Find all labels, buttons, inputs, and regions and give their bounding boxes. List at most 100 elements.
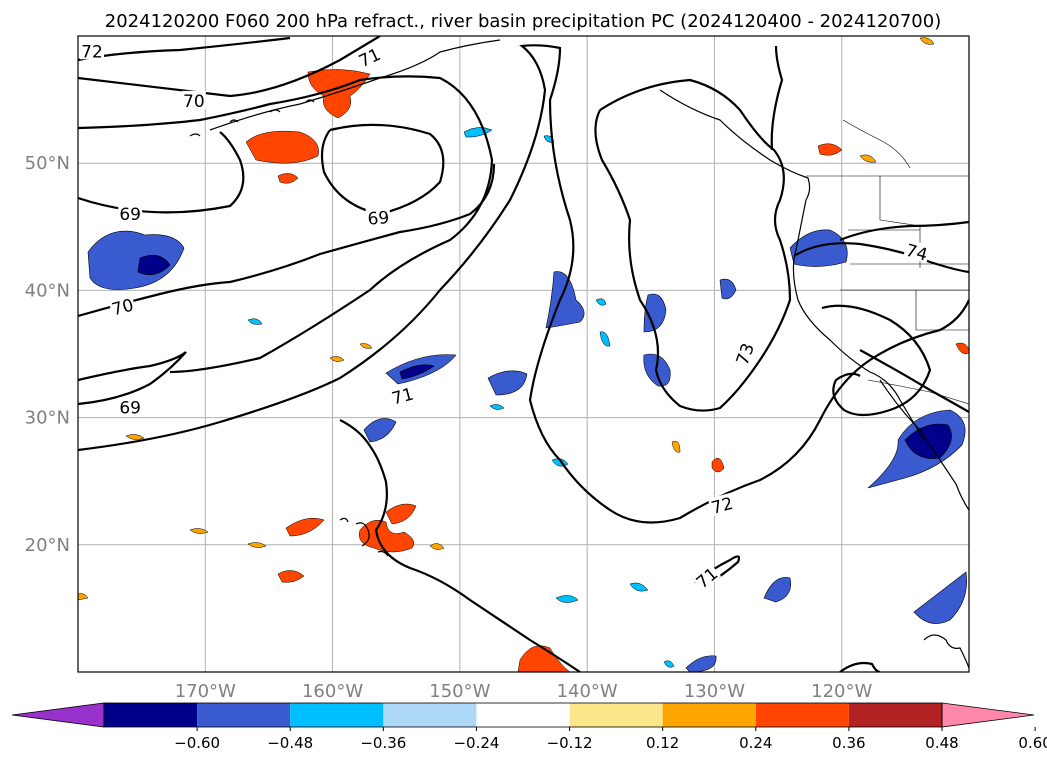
contour-label: 72 <box>81 42 103 62</box>
weak-pos-4 <box>247 542 267 548</box>
weak-positive-areas <box>78 37 935 601</box>
contour-label-background <box>365 206 392 227</box>
colorbar-segment <box>104 703 198 727</box>
colorbar-segment <box>197 703 291 727</box>
contour-70-southeast <box>839 661 881 672</box>
colorbar-extend-low <box>11 702 105 728</box>
neg-area-10n <box>685 655 717 672</box>
weak-pos-7 <box>919 37 935 45</box>
contour-71-north <box>78 36 381 98</box>
land-borders <box>806 119 969 405</box>
us-mexico-border <box>867 379 969 405</box>
lat-tick-label: 20°N <box>25 535 70 556</box>
graticule <box>78 36 969 672</box>
neg-area-42n <box>789 229 848 267</box>
weak-pos-6 <box>859 154 877 163</box>
weak-neg-5 <box>555 595 579 603</box>
contour-72-northeast <box>770 45 784 151</box>
weak-pos-10 <box>78 593 89 601</box>
colorbar-segment <box>290 703 384 727</box>
lat-tick-label: 50°N <box>25 153 70 174</box>
contour-72-east <box>839 220 969 242</box>
pos-area-34n <box>955 342 969 354</box>
refractivity-contours <box>78 36 969 672</box>
contour-71-south <box>78 44 969 524</box>
map-title: 2024120200 F060 200 hPa refract., river … <box>105 11 941 32</box>
weak-pos-3 <box>329 356 345 362</box>
contour-71-tail <box>339 419 581 672</box>
colorbar-tick-label: −0.12 <box>547 734 593 752</box>
contour-label-background <box>731 339 757 369</box>
neg-area-14n <box>913 571 967 624</box>
neg-area-west-40n <box>87 230 185 290</box>
contour-label-background <box>388 383 417 407</box>
lat-tick-label: 40°N <box>25 280 70 301</box>
colorbar-extend-high <box>941 702 1035 728</box>
lon-tick-label: 140°W <box>557 681 618 702</box>
weak-neg-8 <box>247 318 263 325</box>
colorbar-tick-label: −0.60 <box>174 734 220 752</box>
contour-label: 69 <box>367 208 390 230</box>
pos-area-51n <box>245 130 319 164</box>
lon-tick-label: 150°W <box>429 681 490 702</box>
lon-tick-label: 170°W <box>175 681 236 702</box>
contour-label-background <box>108 294 137 318</box>
weak-neg-10 <box>663 660 675 668</box>
weak-neg-3 <box>595 298 607 306</box>
contour-label: 69 <box>119 398 141 418</box>
contour-label-background <box>118 204 143 223</box>
contour-label: 69 <box>119 205 141 225</box>
contour-72-south <box>821 304 932 417</box>
colorbar-tick-label: 0.60 <box>1018 734 1047 752</box>
lon-tick-label: 120°W <box>811 681 872 702</box>
weak-negative-areas <box>247 127 675 668</box>
colorbar-segment <box>662 703 756 727</box>
weak-pos-9 <box>359 343 373 349</box>
map-background <box>78 36 969 672</box>
contour-label-background <box>181 90 206 109</box>
negative-anomaly-areas <box>87 229 967 672</box>
contour-label-background <box>354 43 384 70</box>
state-border-4 <box>842 119 911 169</box>
pos-area-17n <box>277 570 305 583</box>
weak-neg-6 <box>629 582 649 592</box>
colorbar-tick-label: −0.36 <box>360 734 406 752</box>
colorbar-segment <box>476 703 570 727</box>
colorbar: −0.60 −0.48 −0.36 −0.24 −0.12 0.12 0.24 0.36 0.4… <box>11 702 1047 752</box>
canada-coast <box>659 89 811 201</box>
weak-neg-9 <box>599 331 611 347</box>
contour-label-background <box>80 41 105 60</box>
colorbar-tick-label: −0.24 <box>453 734 499 752</box>
weak-neg-1 <box>463 127 493 138</box>
map-frame <box>77 35 970 673</box>
contour-label: 70 <box>183 92 205 112</box>
pos-area-20n-b <box>359 520 414 553</box>
colorbar-tick-label: −0.48 <box>267 734 313 752</box>
contour-label-background <box>691 562 722 592</box>
pos-area-51n-east <box>817 143 843 156</box>
weak-neg-7 <box>489 404 505 410</box>
contour-label-background <box>903 239 931 264</box>
pos-area-10n <box>517 645 571 672</box>
baja-coast <box>879 379 969 511</box>
mexico-coast-south <box>923 634 969 669</box>
pos-area-49n <box>277 173 299 184</box>
hawaii-islands <box>339 517 389 557</box>
colorbar-outline <box>103 702 943 728</box>
lon-tick-label: 160°W <box>302 681 363 702</box>
pos-area-23n <box>711 457 725 473</box>
contour-70-north <box>78 75 494 374</box>
weak-pos-2 <box>125 434 145 440</box>
contour-74 <box>793 242 969 274</box>
contour-73 <box>594 78 792 412</box>
aleutian-islands <box>189 99 315 137</box>
us-west-coast <box>792 199 925 441</box>
weak-pos-8 <box>671 440 681 453</box>
neg-area-31n <box>487 370 528 396</box>
pos-area-21n <box>385 503 417 525</box>
neg-area-16n <box>763 577 791 603</box>
pos-area-20n-a <box>285 518 325 537</box>
colorbar-tick-label: 0.36 <box>832 734 865 752</box>
state-border-3 <box>840 289 969 331</box>
